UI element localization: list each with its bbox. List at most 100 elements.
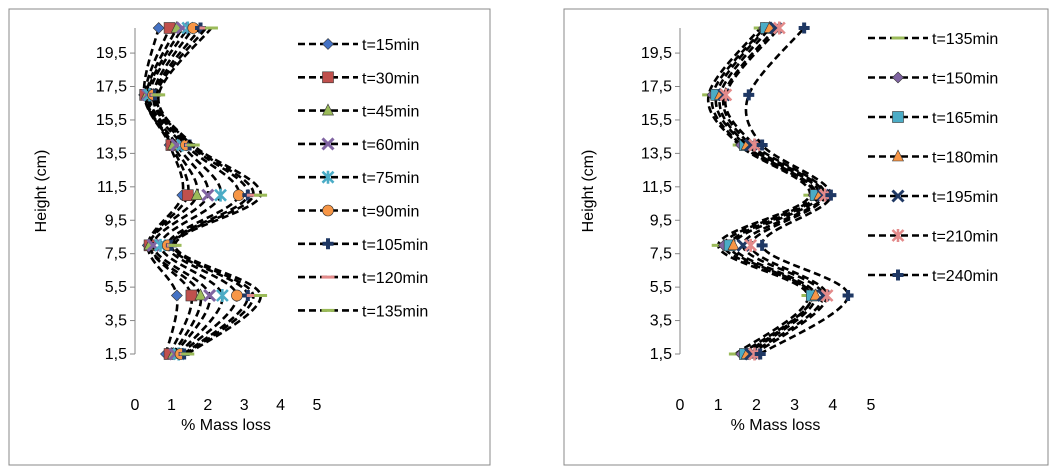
legend-label: t=165min (932, 110, 998, 127)
legend-item: t=180min (868, 149, 998, 167)
series-line (706, 27, 812, 356)
y-tick-label: 3,5 (105, 313, 127, 330)
legend-item: t=15min (298, 37, 419, 54)
legend-label: t=75min (362, 170, 419, 187)
data-point (170, 138, 184, 152)
legend-marker (322, 238, 334, 250)
data-point (842, 289, 854, 301)
legend-marker (892, 269, 904, 281)
legend-item: t=150min (868, 71, 998, 88)
legend-label: t=30min (362, 70, 419, 87)
y-tick-label: 11,5 (97, 179, 127, 196)
legend-label: t=105min (362, 237, 428, 254)
y-tick-label: 15,5 (641, 112, 672, 129)
legend-marker (322, 71, 334, 84)
legend-item: t=90min (298, 204, 419, 221)
x-tick-label: 1 (167, 397, 176, 414)
x-tick-label: 0 (676, 397, 685, 414)
y-tick-label: 7,5 (650, 246, 672, 263)
data-point (175, 21, 189, 35)
legend-label: t=15min (362, 37, 419, 54)
x-tick-label: 5 (313, 397, 322, 414)
y-tick-label: 17,5 (641, 79, 672, 96)
legend-marker (892, 149, 904, 162)
legend-label: t=180min (932, 150, 998, 167)
chart-left: 1,5 3,5 5,5 7,5 9,5 11,5 13,5 15,5 17,5 19,5 0 1 2 3 4… (8, 8, 491, 466)
x-tick-label: 3 (790, 397, 799, 414)
data-point (754, 348, 766, 360)
data-point (798, 22, 810, 34)
legend-item: t=210min (868, 229, 998, 246)
x-tick-label: 2 (752, 397, 761, 414)
y-tick-label: 7,5 (105, 246, 127, 263)
legend-label: t=210min (932, 229, 998, 246)
data-point (719, 88, 733, 102)
x-tick-label: 2 (203, 397, 212, 414)
legend-label: t=120min (362, 270, 428, 287)
data-point (215, 288, 229, 302)
data-point (231, 289, 243, 302)
x-tick-label: 1 (714, 397, 723, 414)
data-point (825, 189, 837, 201)
y-tick-label: 5,5 (650, 279, 672, 296)
data-point (744, 238, 758, 252)
legend-item: t=105min (298, 237, 428, 254)
legend-item: t=240min (868, 268, 998, 285)
data-point (756, 139, 768, 151)
y-axis-title: Height (cm) (580, 150, 597, 233)
x-tick-label: 0 (131, 397, 140, 414)
chart-panel-left: 1,5 3,5 5,5 7,5 9,5 11,5 13,5 15,5 17,5 19,5 0 1 2 3 4… (0, 0, 492, 476)
data-point (809, 288, 822, 301)
data-point (185, 289, 198, 302)
y-tick-label: 1,5 (105, 346, 127, 363)
chart-right: 1,5 3,5 5,5 7,5 9,5 11,5 13,5 15,5 17,5 19,5 0 1 2 3 4… (563, 8, 1049, 466)
data-point (748, 347, 761, 361)
data-point (190, 188, 203, 200)
chart-panel-right: 1,5 3,5 5,5 7,5 9,5 11,5 13,5 15,5 17,5 19,5 0 1 2 3 4… (555, 0, 1051, 476)
data-point (203, 288, 217, 303)
y-tick-label: 9,5 (650, 212, 672, 229)
x-tick-label: 4 (828, 397, 837, 414)
data-point (181, 189, 194, 201)
y-tick-label: 3,5 (650, 313, 672, 330)
legend-item: t=75min (298, 170, 419, 187)
legend-item: t=30min (298, 70, 419, 87)
data-point (194, 288, 207, 301)
data-point (214, 188, 227, 202)
data-point (816, 188, 830, 202)
data-point (727, 238, 740, 251)
x-tick-label: 5 (867, 397, 876, 414)
chart-frame (8, 8, 491, 466)
data-point (170, 289, 183, 302)
y-tick-label: 11,5 (642, 179, 672, 196)
data-point (820, 288, 834, 302)
legend-marker (892, 111, 904, 123)
y-tick-label: 5,5 (105, 279, 127, 296)
y-tick-label: 1,5 (650, 346, 672, 363)
legend-marker (322, 38, 334, 50)
legend-marker (892, 71, 904, 84)
legend-marker (321, 137, 335, 151)
legend-item: t=135min (868, 31, 998, 48)
legend-item: t=60min (298, 137, 419, 154)
legend-marker (322, 103, 334, 116)
legend-label: t=150min (932, 71, 998, 88)
y-tick-label: 19,5 (96, 45, 127, 62)
data-point (756, 239, 768, 251)
data-point (772, 21, 786, 35)
legend-marker (322, 204, 334, 217)
y-tick-label: 13,5 (641, 145, 672, 162)
series-line (744, 27, 850, 356)
y-tick-label: 17,5 (96, 79, 127, 96)
x-axis-title: % Mass loss (181, 417, 271, 434)
series-t=210min (719, 21, 834, 361)
x-tick-label: 4 (276, 397, 285, 414)
legend-label: t=135min (362, 303, 428, 320)
data-point (743, 89, 755, 101)
legend-item: t=195min (868, 189, 998, 206)
series-t=135min (152, 26, 268, 356)
y-tick-label: 15,5 (96, 112, 127, 129)
legend-marker (321, 170, 335, 184)
legend-label: t=195min (932, 189, 998, 206)
legend-label: t=135min (932, 31, 998, 48)
